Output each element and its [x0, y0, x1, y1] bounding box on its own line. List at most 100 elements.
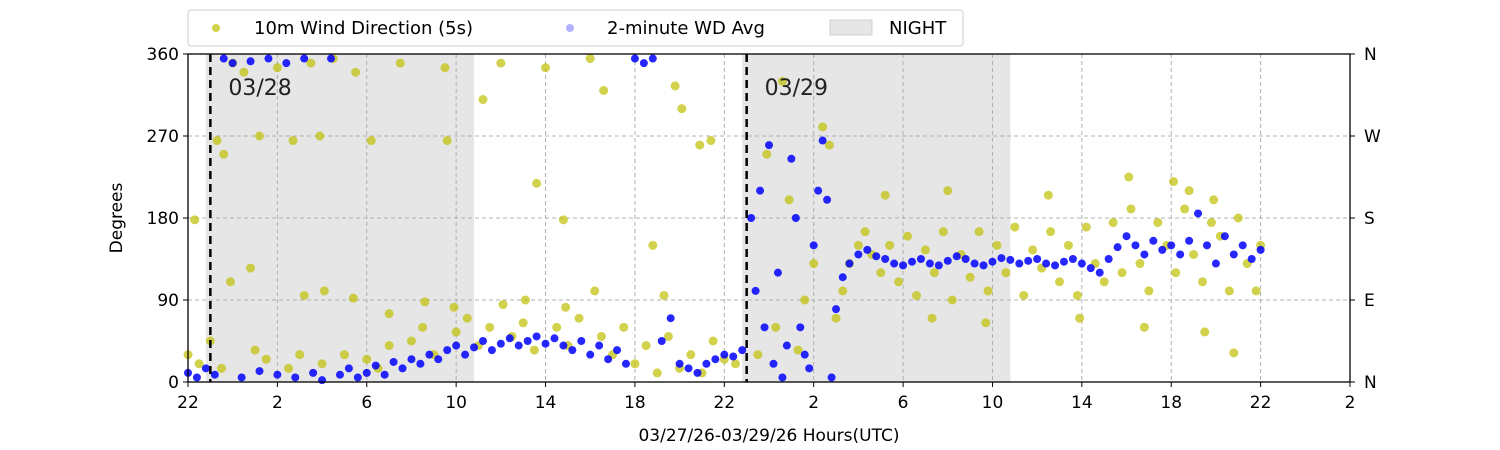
- wd-avg-point-124: [1202, 241, 1211, 250]
- wd-avg-point-75: [800, 350, 809, 359]
- wd-5s-point-1: [194, 359, 204, 369]
- wd-avg-point-112: [1095, 268, 1104, 277]
- x-tick-label-4: 14: [535, 393, 557, 413]
- x-tick-label-8: 6: [898, 393, 909, 413]
- wd-avg-point-37: [514, 341, 523, 350]
- wd-5s-point-88: [818, 122, 828, 132]
- wd-5s-point-62: [695, 140, 705, 150]
- wd-avg-point-1: [192, 373, 201, 382]
- wd-avg-point-54: [666, 314, 675, 323]
- wd-avg-point-27: [425, 350, 434, 359]
- wd-avg-point-58: [702, 359, 711, 368]
- wd-5s-point-31: [529, 345, 539, 355]
- wd-5s-point-99: [903, 231, 913, 241]
- wd-5s-point-97: [885, 240, 895, 250]
- wd-5s-point-90: [831, 313, 841, 323]
- wd-avg-point-66: [760, 323, 769, 332]
- wd-avg-point-23: [389, 357, 398, 366]
- wd-5s-point-149: [943, 186, 953, 196]
- x-tick-label-1: 2: [272, 393, 283, 413]
- y-right-tick-label-3: W: [1364, 127, 1381, 147]
- wd-avg-point-50: [630, 54, 639, 63]
- wd-avg-point-92: [916, 255, 925, 263]
- wd-avg-point-71: [782, 341, 791, 350]
- wd-avg-point-65: [756, 186, 765, 195]
- wd-5s-point-113: [1028, 245, 1038, 255]
- y-tick-label-2: 180: [147, 209, 179, 229]
- wd-5s-point-50: [212, 136, 222, 146]
- wd-5s-point-33: [552, 322, 562, 332]
- wd-5s-point-32: [541, 63, 551, 73]
- wd-5s-point-151: [1168, 177, 1178, 187]
- wd-5s-point-106: [965, 272, 975, 282]
- wd-5s-point-71: [384, 309, 394, 319]
- wd-5s-point-98: [894, 277, 904, 287]
- wd-5s-point-23: [440, 63, 450, 73]
- wd-5s-point-145: [1184, 186, 1194, 196]
- wd-5s-point-3: [217, 363, 227, 373]
- wd-avg-point-101: [997, 254, 1006, 263]
- wd-avg-point-47: [604, 355, 613, 364]
- wd-avg-point-57: [693, 368, 702, 377]
- wd-5s-point-73: [449, 302, 459, 312]
- wd-5s-point-131: [1189, 249, 1199, 259]
- wd-avg-point-51: [639, 59, 648, 68]
- legend-patch-night: [829, 19, 873, 36]
- wd-5s-point-152: [1209, 195, 1219, 205]
- wd-5s-point-89: [824, 140, 834, 150]
- wd-avg-point-73: [791, 214, 800, 222]
- x-tick-label-7: 2: [808, 393, 819, 413]
- wd-avg-point-53: [657, 337, 666, 345]
- wd-avg-point-88: [881, 255, 890, 263]
- wd-5s-point-8: [272, 63, 282, 73]
- wd-avg-point-122: [1185, 236, 1194, 245]
- wd-avg-point-69: [773, 268, 782, 277]
- wd-5s-point-132: [1198, 277, 1208, 287]
- wd-avg-point-39: [532, 332, 541, 341]
- wd-5s-point-79: [659, 290, 669, 300]
- wd-5s-point-80: [753, 350, 763, 360]
- wd-avg-point-76: [805, 364, 814, 373]
- wd-avg-point-90: [899, 261, 908, 270]
- wd-5s-point-84: [784, 195, 794, 205]
- legend-marker-blue: [566, 24, 574, 32]
- wd-5s-point-100: [911, 290, 921, 300]
- wd-avg-point-93: [925, 259, 934, 268]
- wd-5s-point-85: [793, 345, 803, 355]
- wd-avg-point-45: [586, 350, 595, 359]
- y-tick-label-0: 0: [168, 373, 179, 393]
- wd-avg-point-12: [291, 373, 300, 382]
- x-tick-label-0: 22: [177, 393, 199, 413]
- wd-5s-point-15: [351, 67, 361, 77]
- y-tick-label-1: 90: [157, 291, 179, 311]
- wd-5s-point-103: [938, 227, 948, 237]
- wd-avg-point-32: [470, 343, 479, 352]
- wd-avg-point-79: [818, 136, 827, 145]
- wd-5s-point-112: [1019, 290, 1029, 300]
- wd-avg-point-103: [1015, 259, 1024, 268]
- wd-5s-point-40: [630, 359, 640, 369]
- wd-avg-point-105: [1033, 255, 1042, 263]
- wd-avg-point-49: [621, 359, 630, 368]
- wd-avg-point-116: [1131, 241, 1140, 250]
- wd-5s-point-77: [590, 286, 600, 296]
- wd-avg-point-3: [210, 370, 219, 379]
- day-marker-label-1: 03/29: [765, 76, 828, 101]
- wd-5s-point-47: [708, 336, 718, 346]
- wd-avg-point-18: [344, 364, 353, 373]
- wd-avg-point-114: [1113, 243, 1122, 252]
- wd-5s-point-19: [395, 58, 405, 68]
- wd-5s-point-138: [1251, 286, 1261, 296]
- wd-avg-point-63: [747, 214, 756, 222]
- wd-5s-point-41: [641, 341, 651, 351]
- wd-avg-point-67: [765, 141, 773, 150]
- wd-avg-point-4: [219, 54, 228, 63]
- wd-avg-point-6: [237, 373, 246, 382]
- wd-5s-point-122: [1108, 218, 1118, 228]
- wd-5s-point-63: [706, 136, 716, 146]
- wd-avg-point-48: [613, 346, 622, 355]
- wd-5s-point-42: [652, 368, 662, 378]
- x-tick-label-11: 18: [1160, 393, 1182, 413]
- wd-5s-point-52: [255, 131, 265, 141]
